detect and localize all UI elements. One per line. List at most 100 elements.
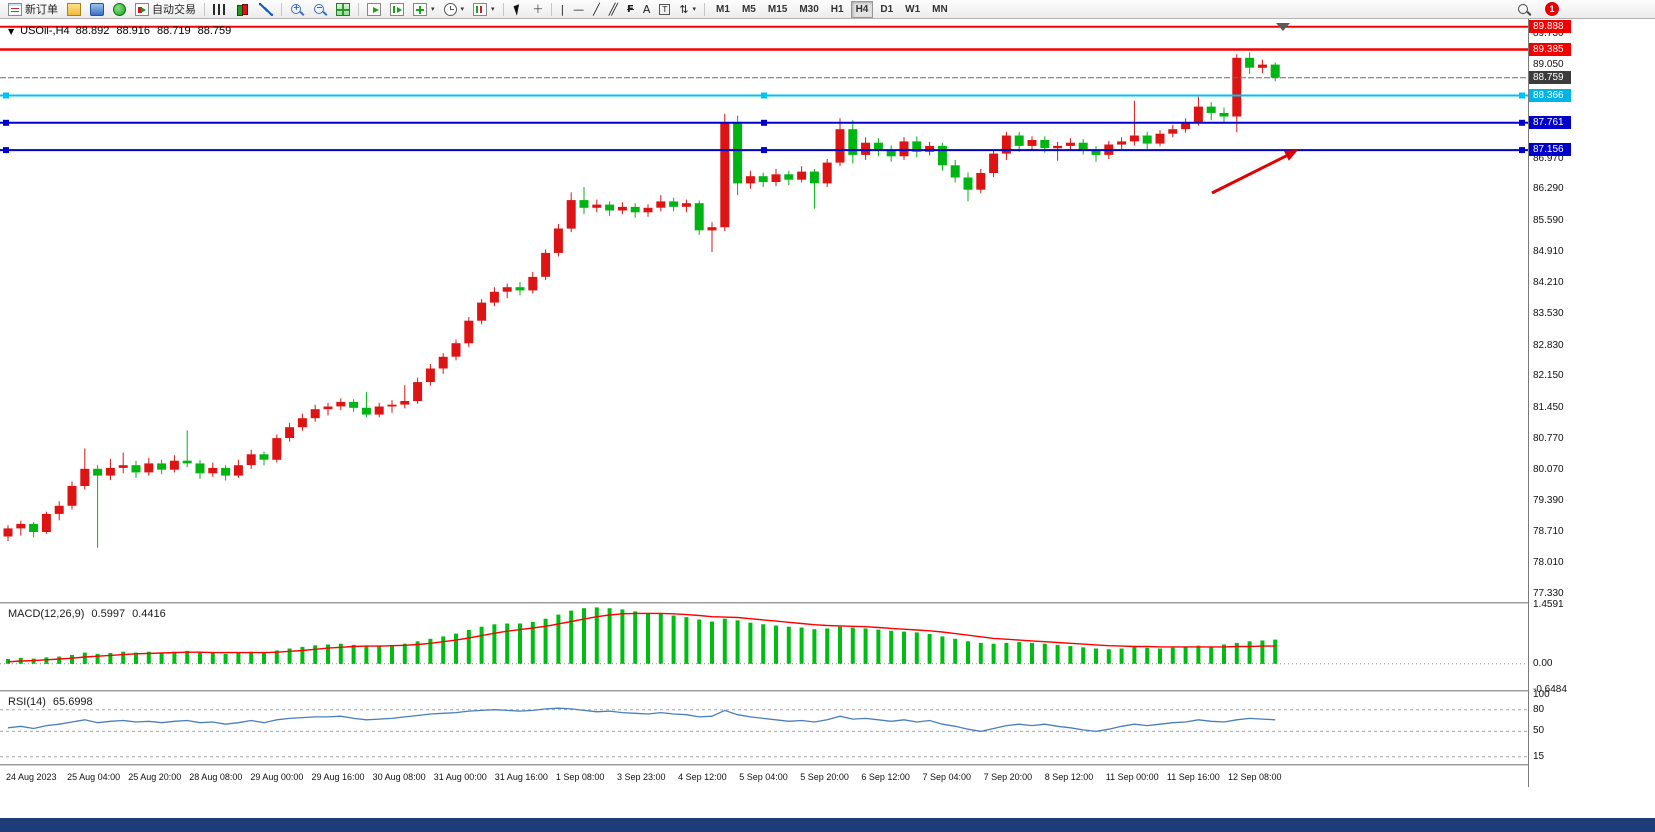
text-tool-button[interactable]: A — [639, 1, 655, 18]
channel-tool-button[interactable]: ╱╱ — [605, 1, 622, 18]
rsi-value: 65.6998 — [52, 696, 93, 708]
price-tag: 89.385 — [1529, 42, 1571, 56]
macd-axis-label: 1.4591 — [1533, 599, 1564, 610]
timeframe-mn[interactable]: MN — [932, 3, 948, 15]
timeframe-m15[interactable]: M15 — [767, 3, 788, 15]
price-axis-label: 84.910 — [1533, 245, 1564, 257]
timeframe-w1[interactable]: W1 — [905, 3, 921, 15]
candlestick-chart-button[interactable] — [232, 1, 254, 18]
time-axis-label: 29 Aug 00:00 — [250, 772, 304, 782]
time-axis[interactable]: 24 Aug 2023 25 Aug 04:00 25 Aug 20:00 28 Au… — [0, 767, 1528, 787]
zoom-out-icon: − — [313, 3, 327, 16]
price-axis-label: 86.970 — [1533, 152, 1564, 164]
symbol-period-label: USOil-,H4 — [20, 25, 70, 37]
timeframe-h4[interactable]: H4 — [850, 0, 874, 18]
time-axis-label: 3 Sep 23:00 — [617, 772, 666, 782]
rsi-label: RSI(14) 65.6998 — [8, 696, 93, 708]
macd-panel[interactable] — [0, 605, 1528, 690]
auto-scroll-icon — [367, 2, 381, 16]
time-axis-label: 6 Sep 12:00 — [861, 772, 910, 782]
new-chart-icon — [413, 2, 427, 16]
macd-label: MACD(12,26,9) 0.5997 0.4416 — [8, 608, 166, 620]
macd-axis-label: -0.6484 — [1533, 684, 1567, 695]
tile-windows-icon — [336, 2, 350, 16]
panel-divider[interactable] — [0, 602, 1655, 605]
chart-region: ▼ USOil-,H4 88.892 88.916 88.719 88.759 … — [0, 19, 1655, 787]
price-axis-label: 85.590 — [1533, 214, 1564, 226]
price-axis[interactable]: 89.73089.05088.37087.67086.97086.29085.5… — [1528, 19, 1655, 787]
chart-shift-button[interactable] — [386, 1, 408, 18]
auto-trading-button[interactable]: 自动交易 — [131, 1, 200, 18]
text-tool-icon: A — [642, 2, 651, 16]
time-axis-label: 4 Sep 12:00 — [678, 772, 727, 782]
time-axis-label: 25 Aug 04:00 — [67, 772, 121, 782]
timeframe-m30[interactable]: M30 — [799, 3, 819, 15]
line-chart-button[interactable] — [255, 1, 277, 18]
price-axis-label: 77.330 — [1533, 587, 1564, 599]
timeframe-group: M1 M5 M15 M30 H1 H4 D1 W1 MN — [711, 0, 953, 18]
panel-divider[interactable] — [0, 764, 1655, 767]
rsi-panel[interactable] — [0, 693, 1528, 764]
timeframe-h1[interactable]: H1 — [830, 3, 844, 15]
time-axis-label: 30 Aug 08:00 — [372, 772, 426, 782]
templates-button[interactable]: ▾ — [469, 1, 499, 18]
profiles-button[interactable] — [63, 1, 85, 18]
price-tag: 87.761 — [1529, 115, 1571, 129]
vertical-line-tool-button[interactable]: | — [556, 1, 568, 18]
new-chart-button[interactable]: ▾ — [409, 1, 439, 18]
toolbar-right: 1 — [1513, 1, 1651, 18]
fibonacci-tool-button[interactable]: F — [623, 1, 638, 18]
time-axis-label: 8 Sep 12:00 — [1044, 772, 1094, 782]
time-axis-label: 12 Sep 08:00 — [1228, 772, 1282, 782]
chart-menu-icon[interactable]: ▼ — [8, 26, 15, 36]
notification-badge[interactable]: 1 — [1545, 2, 1559, 16]
clock-icon — [443, 2, 457, 16]
periods-button[interactable]: ▾ — [440, 1, 469, 18]
main-chart-panel[interactable] — [0, 19, 1528, 602]
data-window-button[interactable] — [109, 1, 130, 18]
panel-divider[interactable] — [0, 690, 1655, 693]
zoom-in-button[interactable]: + — [286, 1, 308, 18]
rsi-name: RSI(14) — [8, 696, 46, 708]
timeframe-m1[interactable]: M1 — [716, 3, 730, 15]
price-axis-label: 89.050 — [1533, 58, 1564, 70]
bar-chart-button[interactable] — [209, 1, 231, 18]
new-order-button[interactable]: 新订单 — [4, 1, 62, 18]
auto-scroll-button[interactable] — [363, 1, 385, 18]
market-watch-button[interactable] — [86, 1, 108, 18]
timeframe-d1[interactable]: D1 — [880, 3, 894, 15]
bar-chart-icon — [213, 4, 227, 15]
search-button[interactable] — [1513, 1, 1535, 18]
timeframe-m5[interactable]: M5 — [741, 3, 756, 15]
time-axis-label: 24 Aug 2023 — [6, 772, 57, 782]
chart-header: ▼ USOil-,H4 88.892 88.916 88.719 88.759 — [8, 25, 231, 37]
label-tool-button[interactable]: T — [655, 1, 674, 18]
price-tag: 87.156 — [1529, 143, 1571, 157]
ohlc-values: 88.892 88.916 88.719 88.759 — [76, 25, 232, 37]
low-value: 88.719 — [156, 25, 191, 37]
close-value: 88.759 — [197, 25, 232, 37]
horizontal-line-tool-button[interactable]: — — [569, 1, 588, 18]
chevron-down-icon: ▾ — [460, 5, 465, 13]
shapes-tool-button[interactable]: ⇅ ▾ — [675, 1, 700, 18]
high-value: 88.916 — [116, 25, 150, 37]
macd-signal-value: 0.4416 — [132, 608, 166, 620]
rsi-axis-label: 15 — [1533, 750, 1545, 762]
trendline-tool-button[interactable]: ╱ — [589, 1, 604, 18]
tile-windows-button[interactable] — [332, 1, 354, 18]
zoom-out-button[interactable]: − — [309, 1, 331, 18]
macd-axis-label: 0.00 — [1533, 657, 1553, 669]
candlestick-chart-icon — [236, 3, 250, 16]
cursor-tool-button[interactable] — [508, 1, 528, 18]
crosshair-tool-button[interactable]: + — [529, 1, 548, 18]
time-axis-label: 29 Aug 16:00 — [311, 772, 365, 782]
price-axis-label: 79.390 — [1533, 494, 1564, 506]
time-axis-label: 25 Aug 20:00 — [128, 772, 182, 782]
new-order-icon — [8, 2, 22, 16]
price-tag: 88.759 — [1529, 70, 1571, 84]
data-window-icon — [113, 2, 126, 16]
time-axis-label: 31 Aug 00:00 — [433, 772, 487, 782]
time-axis-label: 28 Aug 08:00 — [189, 772, 243, 782]
label-tool-icon: T — [659, 3, 671, 15]
